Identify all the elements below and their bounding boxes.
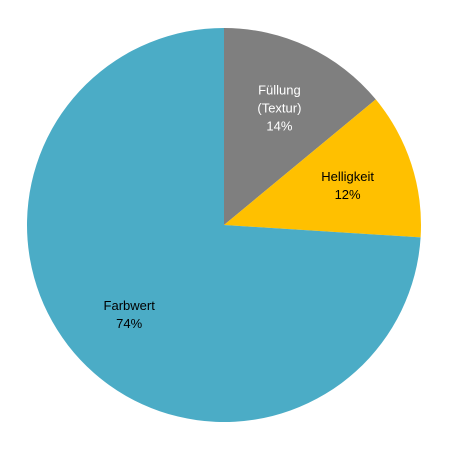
- slice-label-line: Helligkeit: [321, 169, 374, 184]
- slice-label-line: (Textur): [257, 100, 301, 115]
- slice-label-line: 12%: [335, 187, 361, 202]
- pie-slice-füllung-textur: [224, 28, 376, 225]
- slice-label-line: 14%: [266, 118, 292, 133]
- slice-label-line: Farbwert: [104, 298, 156, 313]
- pie-slice-farbwert: [26, 28, 421, 422]
- slice-label-line: 74%: [116, 316, 142, 331]
- slice-label-füllung-textur: Füllung (Textur) 14%: [257, 82, 301, 133]
- slice-label-line: Füllung: [258, 82, 301, 97]
- pie-slice-helligkeit: [224, 99, 421, 238]
- slice-label-farbwert: Farbwert 74%: [104, 298, 156, 331]
- slice-label-helligkeit: Helligkeit 12%: [321, 169, 374, 202]
